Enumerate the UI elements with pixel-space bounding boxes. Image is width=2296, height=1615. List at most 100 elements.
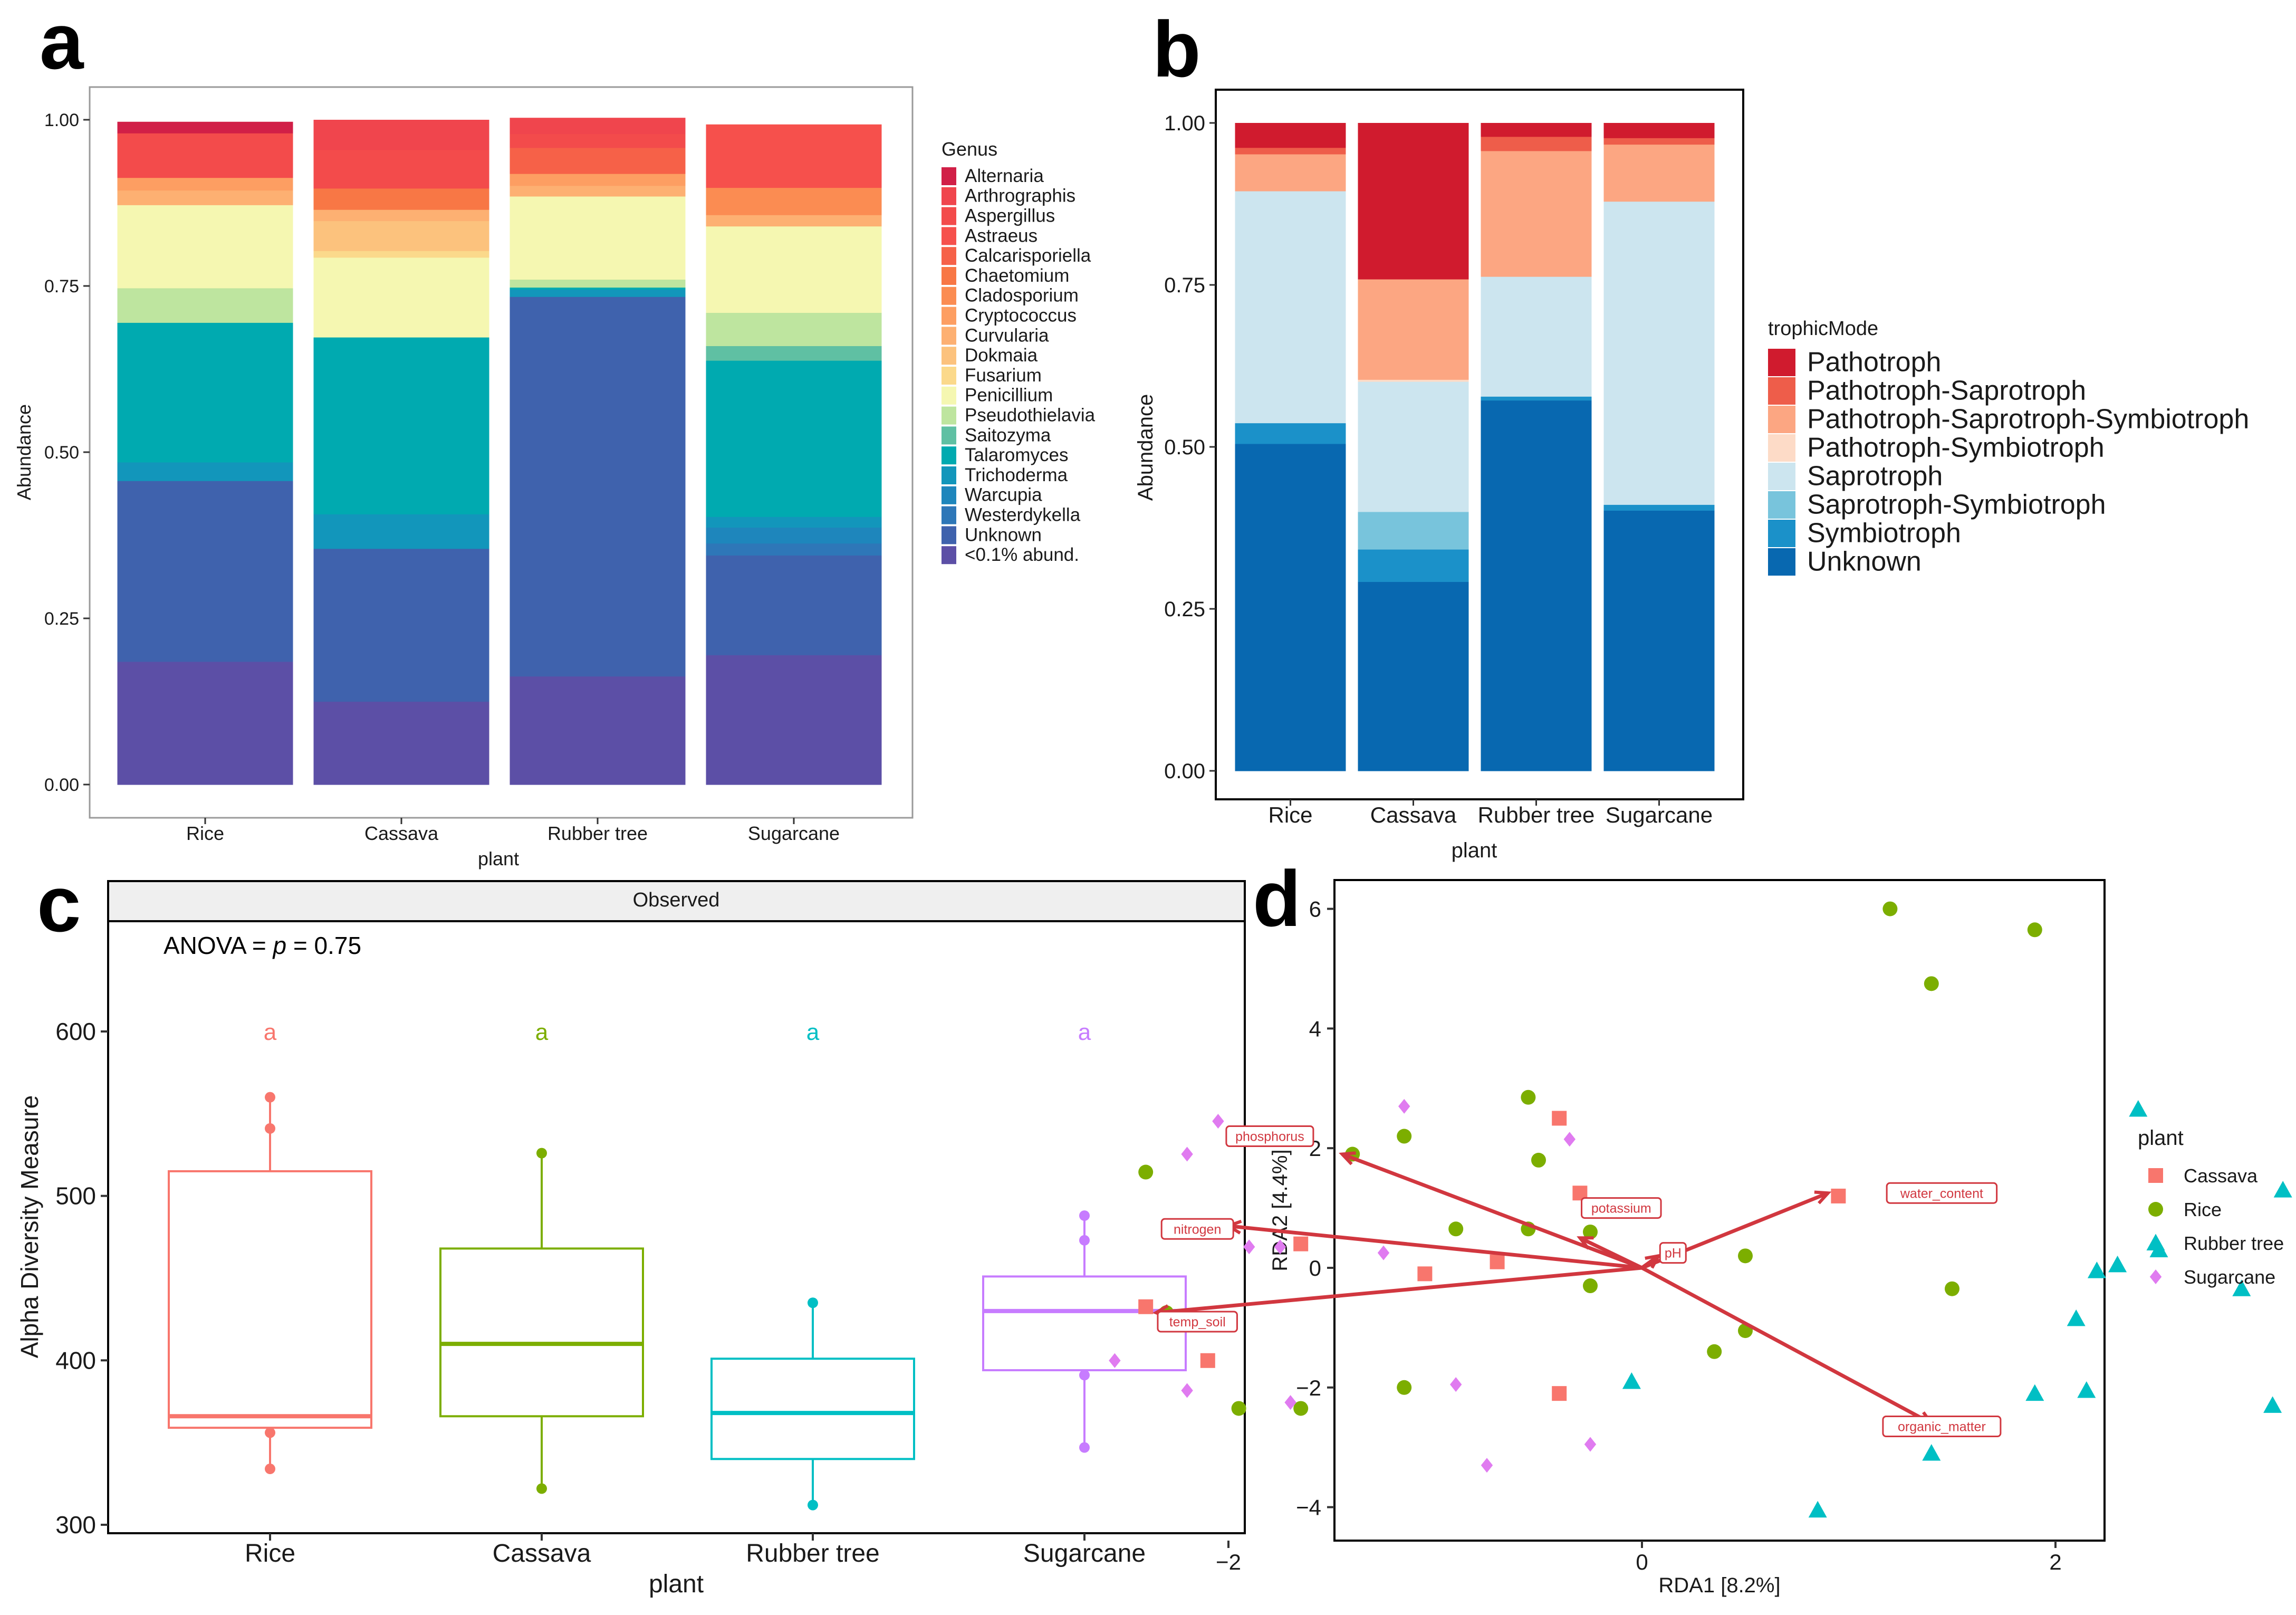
- panel-a-legend: Genus AlternariaArthrographisAspergillusA…: [942, 138, 1096, 565]
- point-cassava-3: [1490, 1254, 1505, 1269]
- point-rice-8: [1583, 1224, 1598, 1239]
- legend-key-aspergillus: [942, 207, 956, 225]
- bar-segment-cassava-unknown: [313, 548, 489, 702]
- vector-label-nitrogen: nitrogen: [1174, 1222, 1221, 1237]
- point-sugarcane-3: [1079, 1210, 1090, 1221]
- point-rice-1: [2027, 922, 2042, 938]
- anova-prefix: ANOVA =: [164, 932, 273, 959]
- legend-label-rubber-tree: Rubber tree: [2184, 1232, 2284, 1254]
- box-rice: [168, 1170, 372, 1429]
- legend-label-pathotroph-saprotroph: Pathotroph-Saprotroph: [1807, 376, 2086, 406]
- point-sugarcane-3: [1181, 1146, 1193, 1162]
- legend-label-calcarisporiella: Calcarisporiella: [965, 245, 1091, 266]
- legend-key-pathotroph-symbiotroph: [1768, 434, 1795, 462]
- point-sugarcane-9: [1284, 1395, 1296, 1410]
- bar-segment-sugarcane-saitozyma: [706, 346, 882, 361]
- bar-segment-cassava-talaromyces: [313, 337, 489, 514]
- point-rice-4: [1397, 1129, 1412, 1144]
- x-tick-label-sugarcane: Sugarcane: [1023, 1540, 1146, 1568]
- x-tick-label-sugarcane: Sugarcane: [748, 823, 840, 844]
- vector-label-ph: pH: [1665, 1246, 1682, 1261]
- bar-segment-sugarcane-penicillium: [706, 226, 882, 313]
- point-rice-0: [265, 1464, 275, 1475]
- bar-segment-sugarcane-unknown: [706, 555, 882, 655]
- legend-key-unknown: [942, 526, 956, 544]
- legend-key-saitozyma: [942, 426, 956, 445]
- point-rubber-tree-6: [2067, 1309, 2086, 1326]
- bar-segment-cassava-pathotroph-saprotroph-symbiotroph: [1358, 279, 1469, 380]
- panel-b-legend: trophicModePathotrophPathotroph-Saprotro…: [1768, 318, 2249, 577]
- legend-key-arthrographis: [942, 187, 956, 205]
- legend-label-penicillium: Penicillium: [965, 385, 1053, 406]
- bar-segment-cassava-dokmaia: [313, 221, 489, 251]
- legend-label-curvularia: Curvularia: [965, 325, 1049, 346]
- legend-label-unknown: Unknown: [1807, 547, 1922, 577]
- legend-label-alternaria: Alternaria: [965, 166, 1044, 186]
- point-rubber-tree-9: [2077, 1381, 2096, 1398]
- x-tick-label-sugarcane: Sugarcane: [1606, 802, 1713, 827]
- point-rice-10: [1448, 1221, 1464, 1237]
- point-sugarcane-0: [1079, 1442, 1090, 1453]
- bar-segment-rubber-tree-symbiotroph: [1481, 396, 1592, 401]
- legend-label-fusarium: Fusarium: [965, 365, 1042, 386]
- bar-segment-sugarcane-0-1-abund: [706, 655, 882, 785]
- vector-arrow-temp-soil: [1156, 1266, 1642, 1315]
- point-rice-2: [265, 1123, 275, 1134]
- legend-key-rubber-tree: [2146, 1234, 2165, 1250]
- bar-segment-rubber-tree-pathotroph: [1481, 123, 1592, 137]
- legend-key-westerdykella: [942, 506, 956, 524]
- point-rubber-tree-14: [1808, 1501, 1827, 1518]
- legend-label-pathotroph-saprotroph-symbiotroph: Pathotroph-Saprotroph-Symbiotroph: [1807, 404, 2249, 435]
- point-sugarcane-1: [1079, 1370, 1090, 1381]
- bar-segment-cassava-0-1-abund: [313, 701, 489, 785]
- box-rubber-tree: [710, 1358, 915, 1460]
- x-tick-label-rubber-tree: Rubber tree: [1478, 802, 1595, 827]
- panel-label-d: d: [1253, 854, 1301, 943]
- legend-key-dokmaia: [942, 347, 956, 365]
- point-rice-16: [1707, 1344, 1722, 1359]
- bar-segment-sugarcane-astraeus: [706, 124, 882, 188]
- panel-c-facet-label: Observed: [633, 889, 720, 911]
- point-rubber-tree-0: [808, 1499, 818, 1511]
- vector-label-phosphorus: phosphorus: [1235, 1130, 1304, 1144]
- legend-label-cassava: Cassava: [2184, 1165, 2258, 1187]
- point-rubber-tree-11: [2263, 1396, 2282, 1413]
- bar-segment-rice-pseudothielavia: [117, 288, 293, 323]
- bar-segment-rice-0-1-abund: [117, 661, 293, 785]
- vector-arrow-organic-matter: [1641, 1266, 1933, 1425]
- point-sugarcane-12: [1584, 1437, 1597, 1452]
- legend-label-westerdykella: Westerdykella: [965, 504, 1081, 525]
- point-rice-6: [1138, 1164, 1154, 1180]
- anova-p: p: [272, 932, 287, 959]
- legend-label-pathotroph: Pathotroph: [1807, 347, 1941, 378]
- bar-segment-rubber-tree-trichoderma: [510, 289, 686, 297]
- point-rice-19: [1231, 1401, 1246, 1416]
- bar-segment-sugarcane-saprotroph: [1603, 201, 1715, 505]
- y-tick-label-3: 0.75: [1164, 274, 1205, 297]
- legend-key-curvularia: [942, 327, 956, 345]
- point-rice-2: [1924, 976, 1939, 991]
- bar-segment-rubber-tree-curvularia: [510, 185, 686, 197]
- point-sugarcane-4: [1243, 1239, 1255, 1255]
- y-tick-label-2: 0.50: [44, 443, 79, 463]
- legend-key-0-1-abund: [942, 546, 956, 565]
- y-axis-label: Abundance: [13, 404, 35, 500]
- legend-key-calcarisporiella: [942, 247, 956, 265]
- bar-segment-sugarcane-symbiotroph: [1603, 504, 1715, 511]
- point-sugarcane-6: [1377, 1245, 1390, 1260]
- legend-label-unknown: Unknown: [965, 524, 1042, 545]
- panel-label-a: a: [40, 0, 84, 85]
- legend-key-cryptococcus: [942, 307, 956, 325]
- y-axis-label: Alpha Diversity Measure: [16, 1095, 43, 1359]
- bar-segment-rice-aspergillus: [117, 133, 293, 178]
- bar-segment-rubber-tree-unknown: [1481, 400, 1592, 771]
- x-tick-label-rice: Rice: [245, 1540, 295, 1568]
- bar-segment-cassava-fusarium: [313, 251, 489, 258]
- panel-b-axes: Rice Cassava Rubber tree Sugarcane 0.00 0.25 0…: [1134, 112, 1713, 862]
- panel-a-bars: [117, 118, 882, 785]
- bar-segment-cassava-trichoderma: [313, 514, 489, 549]
- x-axis-label: plant: [649, 1570, 704, 1598]
- legend-label-rice: Rice: [2184, 1199, 2222, 1220]
